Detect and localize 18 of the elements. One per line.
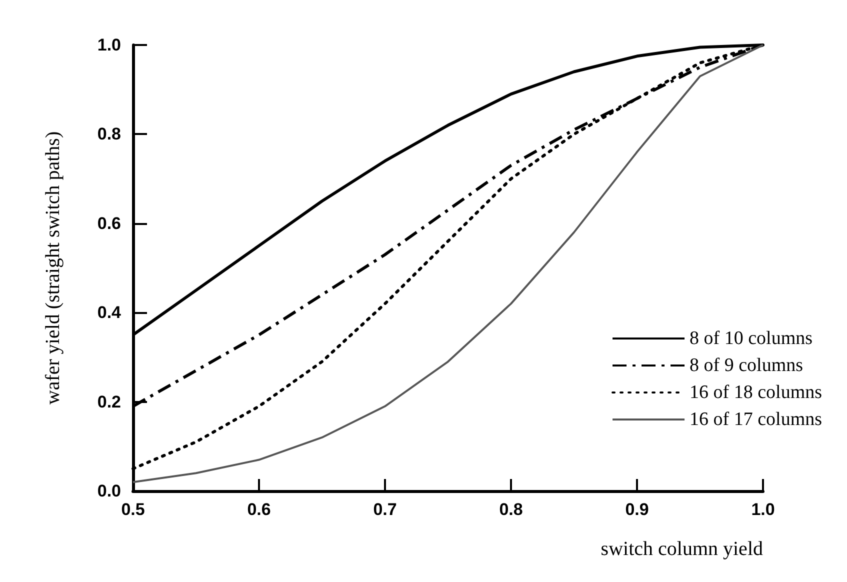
legend-label: 16 of 17 columns bbox=[690, 409, 822, 430]
y-tick-label: 0.4 bbox=[97, 303, 122, 322]
x-tick-label: 0.9 bbox=[625, 500, 649, 519]
y-tick-label: 0.0 bbox=[97, 482, 121, 500]
y-tick-label: 0.6 bbox=[97, 214, 121, 233]
y-tick-label: 0.2 bbox=[97, 392, 121, 412]
x-tick-label: 0.5 bbox=[121, 500, 145, 519]
y-tick-label: 0.8 bbox=[97, 124, 121, 144]
x-tick-label: 0.7 bbox=[373, 500, 397, 519]
x-axis-title: switch column yield bbox=[600, 538, 763, 560]
legend-label: 8 of 10 columns bbox=[690, 328, 813, 349]
y-tick-label: 1.0 bbox=[97, 36, 121, 54]
legend-label: 16 of 18 columns bbox=[690, 382, 822, 403]
x-tick-label: 1.0 bbox=[751, 500, 775, 519]
legend-label: 8 of 9 columns bbox=[690, 355, 804, 376]
y-axis-title: wafer yield (straight switch paths) bbox=[42, 131, 64, 405]
x-tick-label: 0.6 bbox=[247, 500, 271, 519]
x-tick-label: 0.8 bbox=[499, 500, 523, 519]
